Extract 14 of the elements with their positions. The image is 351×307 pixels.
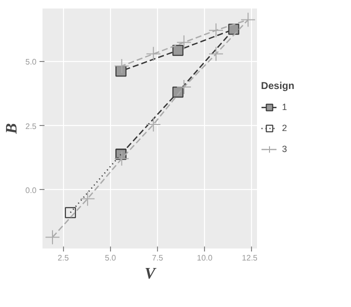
legend-title: Design bbox=[261, 81, 296, 92]
legend-label: 2 bbox=[282, 122, 288, 134]
y-axis-title: B bbox=[3, 122, 20, 135]
x-tick-label: 10.0 bbox=[196, 254, 214, 262]
y-tick-label: 2.5 bbox=[25, 122, 38, 131]
x-tick-label: 7.5 bbox=[152, 254, 164, 262]
x-tick-label: 2.5 bbox=[58, 254, 70, 262]
x-axis-title: V bbox=[144, 266, 157, 282]
y-tick-label: 5.0 bbox=[25, 58, 38, 67]
x-tick-label: 5.0 bbox=[104, 254, 117, 262]
y-tick-label: 0.0 bbox=[25, 186, 38, 195]
legend-label: 1 bbox=[282, 101, 288, 113]
legend-label: 3 bbox=[282, 143, 288, 155]
x-tick-label: 12.5 bbox=[242, 254, 258, 262]
